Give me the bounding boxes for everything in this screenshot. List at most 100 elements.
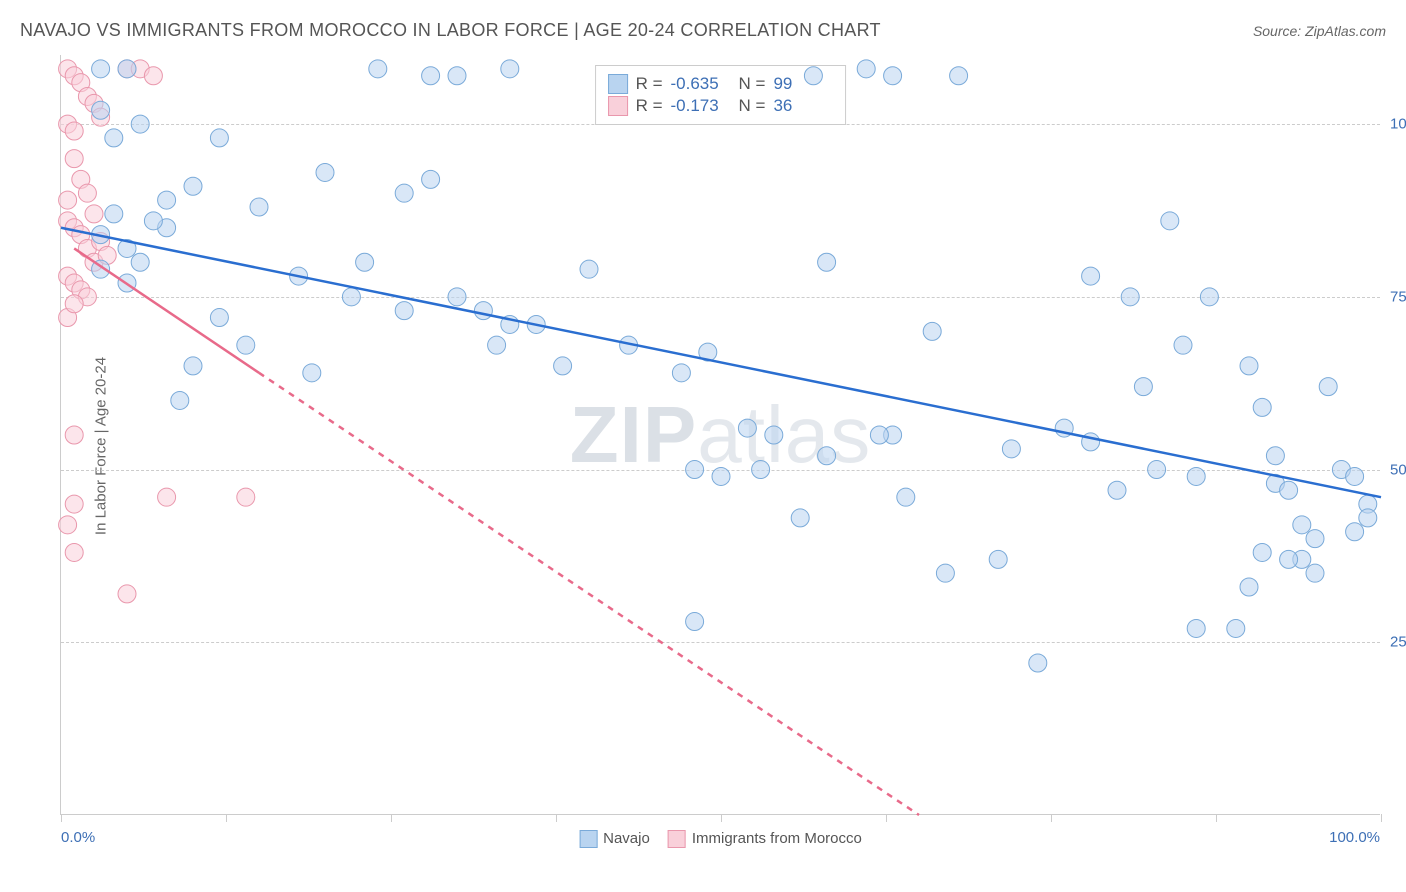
data-point <box>158 191 176 209</box>
data-point <box>686 613 704 631</box>
data-point <box>237 336 255 354</box>
data-point <box>65 295 83 313</box>
title-row: NAVAJO VS IMMIGRANTS FROM MOROCCO IN LAB… <box>20 20 1386 41</box>
data-point <box>1187 619 1205 637</box>
data-point <box>92 60 110 78</box>
data-point <box>65 122 83 140</box>
data-point <box>1134 378 1152 396</box>
data-point <box>118 60 136 78</box>
x-tick <box>886 814 887 822</box>
data-point <box>474 302 492 320</box>
chart-title: NAVAJO VS IMMIGRANTS FROM MOROCCO IN LAB… <box>20 20 881 41</box>
data-point <box>686 461 704 479</box>
data-point <box>1108 481 1126 499</box>
data-point <box>303 364 321 382</box>
x-axis-min-label: 0.0% <box>61 829 95 846</box>
legend-item-navajo: Navajo <box>579 830 650 848</box>
data-point <box>184 357 202 375</box>
data-point <box>59 516 77 534</box>
data-point <box>501 60 519 78</box>
data-point <box>554 357 572 375</box>
data-point <box>316 163 334 181</box>
source-label: Source: ZipAtlas.com <box>1253 23 1386 39</box>
data-point <box>369 60 387 78</box>
data-point <box>1280 550 1298 568</box>
data-point <box>448 67 466 85</box>
data-point <box>422 170 440 188</box>
data-point <box>59 191 77 209</box>
data-point <box>1306 530 1324 548</box>
data-point <box>250 198 268 216</box>
data-point <box>356 253 374 271</box>
x-tick <box>1051 814 1052 822</box>
data-point <box>1029 654 1047 672</box>
data-point <box>395 184 413 202</box>
data-point <box>1002 440 1020 458</box>
data-point <box>870 426 888 444</box>
legend: Navajo Immigrants from Morocco <box>579 830 862 848</box>
data-point <box>78 184 96 202</box>
y-tick-label: 50.0% <box>1390 461 1406 478</box>
data-point <box>65 495 83 513</box>
x-tick <box>1216 814 1217 822</box>
x-tick <box>61 814 62 822</box>
data-point <box>92 101 110 119</box>
data-point <box>1280 481 1298 499</box>
y-tick-label: 75.0% <box>1390 288 1406 305</box>
data-point <box>85 205 103 223</box>
data-point <box>1121 288 1139 306</box>
data-point <box>118 585 136 603</box>
data-point <box>1187 467 1205 485</box>
data-point <box>672 364 690 382</box>
data-point <box>791 509 809 527</box>
data-point <box>237 488 255 506</box>
data-point <box>1359 509 1377 527</box>
x-tick <box>556 814 557 822</box>
x-tick <box>391 814 392 822</box>
data-point <box>884 67 902 85</box>
plot-area: ZIPatlas 25.0%50.0%75.0%100.0% 0.0% 100.… <box>60 55 1380 815</box>
data-point <box>1161 212 1179 230</box>
data-point <box>131 253 149 271</box>
legend-swatch-morocco <box>668 830 686 848</box>
data-point <box>1227 619 1245 637</box>
data-point <box>422 67 440 85</box>
legend-label-morocco: Immigrants from Morocco <box>692 830 862 847</box>
trend-line <box>259 373 919 815</box>
x-tick <box>1381 814 1382 822</box>
x-axis-max-label: 100.0% <box>1329 829 1380 846</box>
data-point <box>1293 516 1311 534</box>
legend-swatch-navajo <box>579 830 597 848</box>
data-point <box>1240 357 1258 375</box>
data-point <box>184 177 202 195</box>
data-point <box>488 336 506 354</box>
data-point <box>171 391 189 409</box>
data-point <box>1200 288 1218 306</box>
data-point <box>1148 461 1166 479</box>
data-point <box>1253 543 1271 561</box>
chart-container: NAVAJO VS IMMIGRANTS FROM MOROCCO IN LAB… <box>0 0 1406 892</box>
data-point <box>448 288 466 306</box>
data-point <box>395 302 413 320</box>
data-point <box>1266 447 1284 465</box>
data-point <box>897 488 915 506</box>
y-tick-label: 25.0% <box>1390 634 1406 651</box>
data-point <box>158 488 176 506</box>
data-point <box>804 67 822 85</box>
x-tick <box>721 814 722 822</box>
y-tick-label: 100.0% <box>1390 116 1406 133</box>
data-point <box>1240 578 1258 596</box>
data-point <box>1319 378 1337 396</box>
x-tick <box>226 814 227 822</box>
data-point <box>105 205 123 223</box>
legend-item-morocco: Immigrants from Morocco <box>668 830 862 848</box>
trend-line <box>74 248 259 372</box>
data-point <box>105 129 123 147</box>
data-point <box>923 322 941 340</box>
data-point <box>1082 267 1100 285</box>
data-point <box>950 67 968 85</box>
legend-label-navajo: Navajo <box>603 830 650 847</box>
data-point <box>989 550 1007 568</box>
data-point <box>752 461 770 479</box>
data-point <box>818 253 836 271</box>
